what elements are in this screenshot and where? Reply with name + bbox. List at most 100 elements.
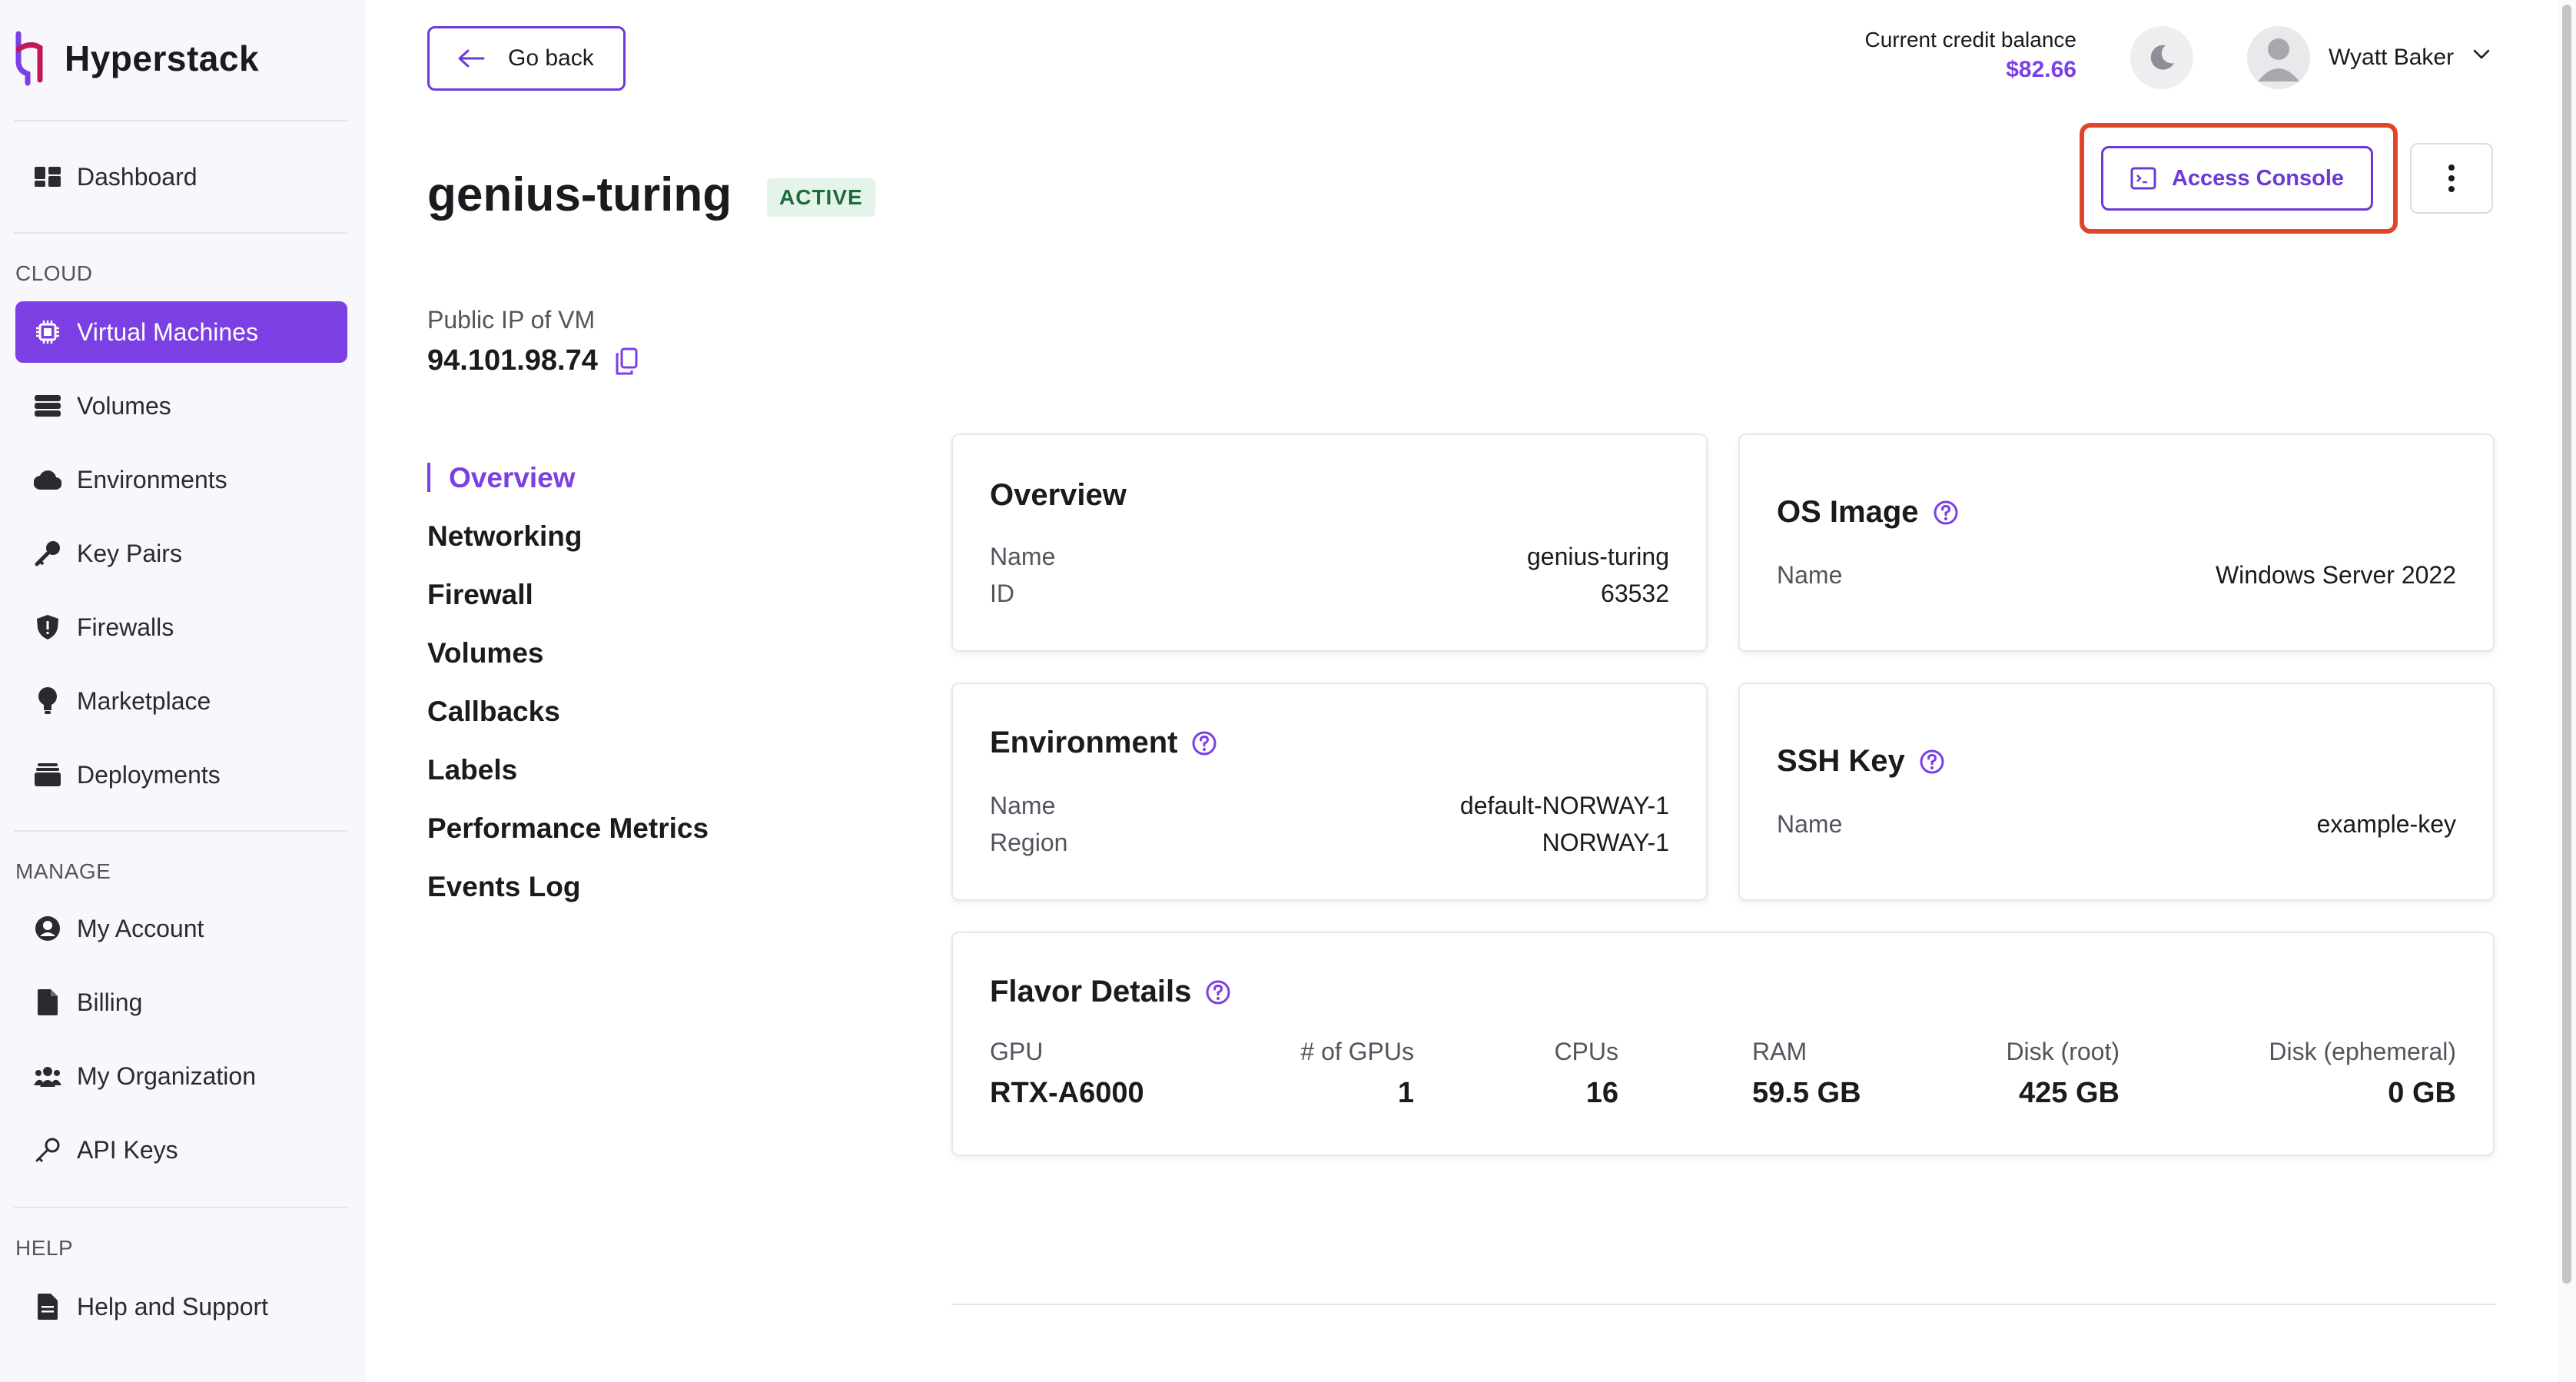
sidebar-item-api-keys[interactable]: API Keys	[15, 1119, 347, 1181]
flavor-cpus-label: CPUs	[1554, 1038, 1618, 1065]
name-value: default-NORWAY-1	[1459, 792, 1669, 819]
terminal-icon	[2130, 167, 2156, 190]
lightbulb-icon	[34, 687, 61, 715]
help-circle-icon[interactable]	[1919, 749, 1945, 775]
sidebar-item-my-organization[interactable]: My Organization	[15, 1045, 347, 1107]
tab-overview[interactable]: Overview	[427, 449, 709, 507]
sidebar-item-label: Key Pairs	[77, 539, 182, 567]
environment-card: Environment Name default-NORWAY-1 Region…	[951, 683, 1708, 901]
card-title-text: SSH Key	[1777, 744, 1905, 778]
tab-networking[interactable]: Networking	[427, 520, 583, 552]
go-back-button[interactable]: Go back	[427, 26, 626, 91]
region-label: Region	[990, 829, 1068, 856]
layers-icon	[34, 761, 61, 789]
sidebar-item-billing[interactable]: Billing	[15, 972, 347, 1033]
tab-callbacks[interactable]: Callbacks	[427, 696, 560, 727]
more-options-button[interactable]	[2410, 143, 2493, 214]
brand-logo[interactable]: Hyperstack	[14, 31, 259, 86]
flavor-gpu: GPU RTX-A6000	[990, 1038, 1144, 1110]
sidebar-item-dashboard[interactable]: Dashboard	[15, 146, 347, 208]
key-icon	[34, 540, 61, 567]
tab-events-log[interactable]: Events Log	[427, 871, 581, 902]
sidebar-item-volumes[interactable]: Volumes	[15, 375, 347, 437]
sidebar-divider	[14, 1207, 347, 1208]
section-label-manage: MANAGE	[15, 859, 111, 883]
sidebar-item-label: Dashboard	[77, 162, 198, 191]
credit-balance-label: Current credit balance	[1864, 28, 2076, 51]
tab-labels[interactable]: Labels	[427, 754, 518, 786]
hyperstack-logo-icon	[15, 31, 43, 86]
flavor-details-card: Flavor Details GPU RTX-A6000 # of GPUs 1…	[951, 932, 2495, 1156]
sidebar-item-virtual-machines[interactable]: Virtual Machines	[15, 301, 347, 363]
name-label: Name	[1777, 561, 1843, 589]
flavor-gpu-label: GPU	[990, 1038, 1044, 1065]
sidebar-item-label: Help and Support	[77, 1292, 269, 1321]
card-title: OS Image	[1777, 495, 1959, 530]
status-badge: ACTIVE	[767, 178, 875, 217]
user-name[interactable]: Wyatt Baker	[2329, 45, 2455, 70]
flavor-disk-ephemeral-label: Disk (ephemeral)	[2269, 1038, 2456, 1065]
sidebar-item-key-pairs[interactable]: Key Pairs	[15, 523, 347, 584]
flavor-disk-root-label: Disk (root)	[2006, 1038, 2120, 1065]
key-outline-icon	[34, 1136, 61, 1164]
sidebar-item-marketplace[interactable]: Marketplace	[15, 670, 347, 732]
flavor-ram-value: 59.5 GB	[1752, 1077, 1861, 1109]
ssh-key-card: SSH Key Name example-key	[1738, 683, 2495, 901]
card-title: Environment	[990, 726, 1217, 760]
flavor-cpus: CPUs 16	[1554, 1038, 1618, 1110]
public-ip-value: 94.101.98.74	[427, 344, 638, 377]
section-label-cloud: CLOUD	[15, 261, 93, 285]
overview-card: Overview Name genius-turing ID 63532	[951, 434, 1708, 652]
sidebar-item-deployments[interactable]: Deployments	[15, 744, 347, 806]
card-title: SSH Key	[1777, 744, 1945, 779]
copy-icon[interactable]	[615, 347, 638, 375]
help-circle-icon[interactable]	[1191, 730, 1217, 756]
sidebar-item-label: Billing	[77, 988, 143, 1016]
page-title: genius-turing	[427, 168, 732, 221]
chevron-down-icon[interactable]	[2473, 49, 2490, 60]
flavor-ram: RAM 59.5 GB	[1752, 1038, 1861, 1110]
name-label: Name	[990, 792, 1056, 819]
document-icon	[34, 1293, 61, 1321]
tab-volumes[interactable]: Volumes	[427, 637, 544, 669]
sidebar-divider	[14, 120, 347, 121]
help-circle-icon[interactable]	[1205, 979, 1231, 1005]
access-console-label: Access Console	[2171, 165, 2345, 191]
sidebar-item-firewalls[interactable]: Firewalls	[15, 596, 347, 658]
sidebar-item-label: Virtual Machines	[77, 317, 258, 346]
avatar[interactable]	[2247, 26, 2310, 89]
id-value: 63532	[1601, 580, 1669, 607]
card-title-text: Environment	[990, 726, 1178, 759]
public-ip-text: 94.101.98.74	[427, 344, 598, 377]
sidebar-divider	[14, 830, 347, 832]
tab-performance-metrics[interactable]: Performance Metrics	[427, 812, 709, 844]
vm-section-nav: Overview Networking Firewall Volumes Cal…	[427, 449, 709, 916]
sidebar-item-label: Volumes	[77, 391, 171, 420]
flavor-disk-ephemeral: Disk (ephemeral) 0 GB	[2269, 1038, 2456, 1110]
sidebar-item-label: Firewalls	[77, 613, 174, 641]
sidebar-item-my-account[interactable]: My Account	[15, 898, 347, 959]
name-value: Windows Server 2022	[2215, 561, 2456, 589]
more-vertical-icon	[2448, 164, 2455, 192]
sidebar-divider	[14, 232, 347, 234]
scrollbar-thumb[interactable]	[2562, 5, 2571, 1284]
sidebar-item-help-and-support[interactable]: Help and Support	[15, 1276, 347, 1337]
moon-icon	[2150, 45, 2174, 70]
sidebar-item-label: My Organization	[77, 1061, 256, 1090]
help-circle-icon[interactable]	[1933, 500, 1959, 526]
tab-firewall[interactable]: Firewall	[427, 579, 533, 610]
credit-balance-value: $82.66	[2006, 57, 2076, 82]
sidebar-item-label: Marketplace	[77, 686, 211, 715]
sidebar-item-environments[interactable]: Environments	[15, 449, 347, 510]
flavor-gpu-count-label: # of GPUs	[1300, 1038, 1414, 1065]
arrow-left-icon	[458, 49, 485, 68]
chip-icon	[34, 318, 61, 346]
sidebar: Hyperstack Dashboard CLOUD Virtual Machi…	[0, 0, 366, 1382]
name-value: genius-turing	[1527, 543, 1669, 570]
highlight-box	[2080, 123, 2398, 234]
theme-toggle-button[interactable]	[2130, 26, 2193, 89]
flavor-disk-ephemeral-value: 0 GB	[2388, 1077, 2456, 1109]
id-label: ID	[990, 580, 1014, 607]
flavor-gpu-value: RTX-A6000	[990, 1077, 1144, 1109]
access-console-button[interactable]: Access Console	[2101, 146, 2373, 211]
